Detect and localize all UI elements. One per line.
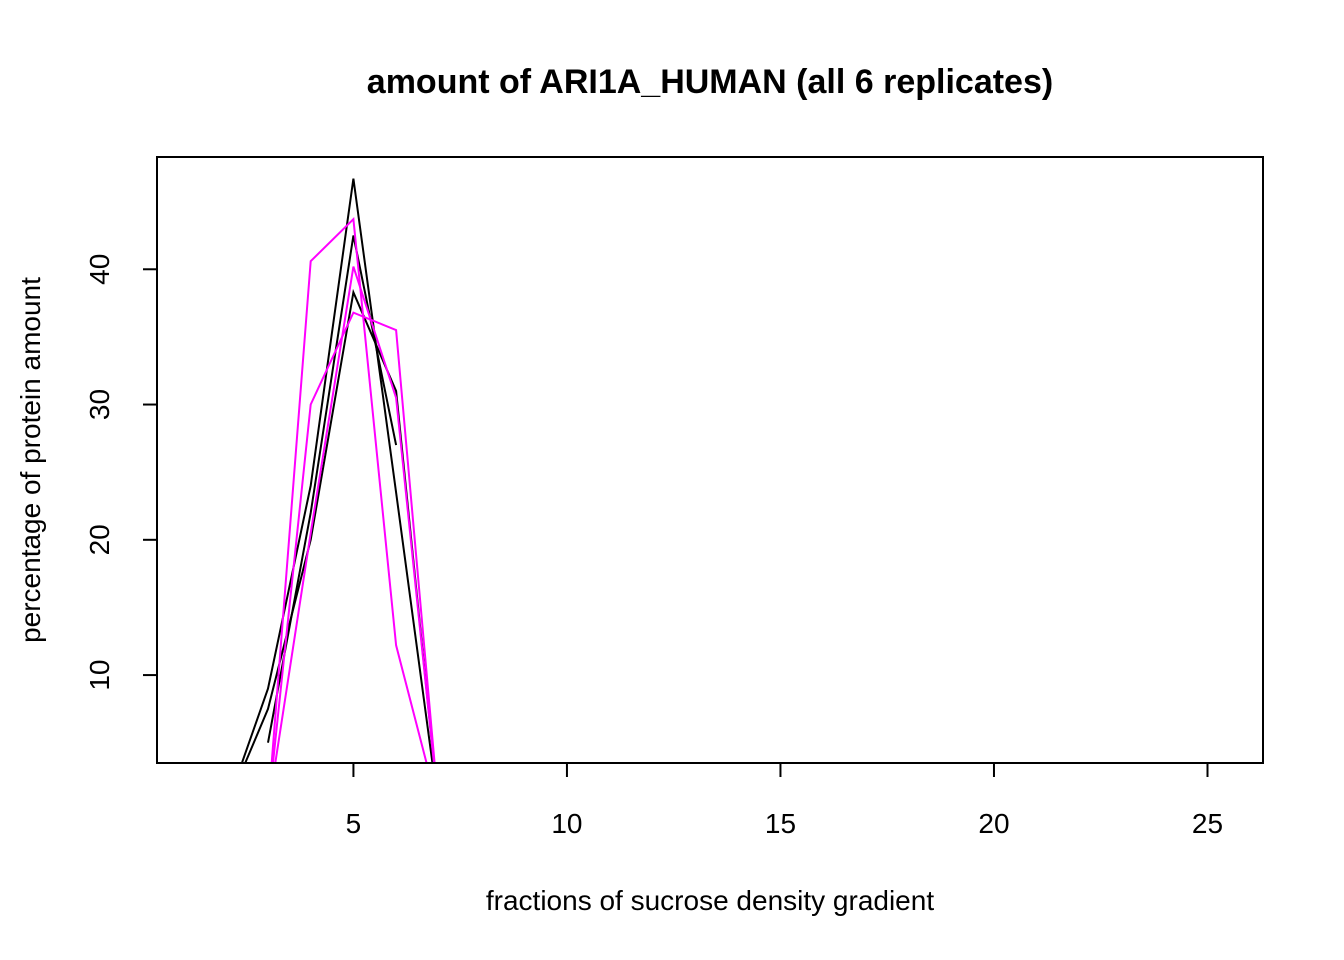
series-line-3 bbox=[244, 288, 435, 763]
y-axis: 10 20 30 40 bbox=[84, 254, 158, 691]
series-line-2 bbox=[267, 235, 398, 743]
x-tick-label: 5 bbox=[346, 808, 362, 839]
x-tick-label: 20 bbox=[978, 808, 1009, 839]
y-tick-label: 30 bbox=[84, 389, 115, 420]
y-tick-label: 40 bbox=[84, 254, 115, 285]
y-axis-label: percentage of protein amount bbox=[15, 277, 46, 643]
x-axis-label: fractions of sucrose density gradient bbox=[486, 885, 934, 916]
series-line-5 bbox=[271, 311, 436, 763]
series-line-4 bbox=[270, 217, 428, 763]
chart-title: amount of ARI1A_HUMAN (all 6 replicates) bbox=[367, 63, 1053, 101]
series-line-1 bbox=[240, 178, 434, 763]
x-axis: 5 10 15 20 25 bbox=[346, 762, 1223, 839]
series-line-6 bbox=[274, 266, 435, 763]
x-tick-label: 10 bbox=[551, 808, 582, 839]
y-tick-label: 10 bbox=[84, 659, 115, 690]
series-group bbox=[240, 178, 436, 763]
x-tick-label: 15 bbox=[765, 808, 796, 839]
y-tick-label: 20 bbox=[84, 524, 115, 555]
x-tick-label: 25 bbox=[1192, 808, 1223, 839]
